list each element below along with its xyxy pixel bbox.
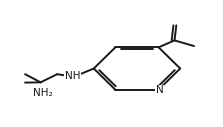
Text: NH₂: NH₂	[33, 88, 53, 98]
Text: N: N	[156, 85, 163, 95]
Text: NH: NH	[65, 71, 81, 81]
